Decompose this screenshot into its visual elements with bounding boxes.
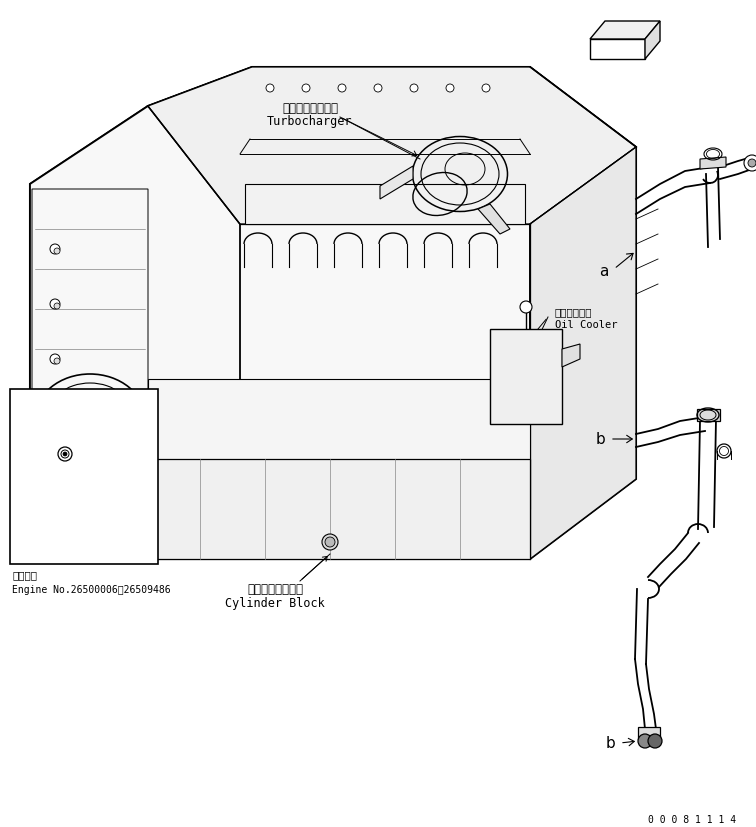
Circle shape bbox=[50, 299, 60, 309]
Polygon shape bbox=[380, 167, 413, 200]
Circle shape bbox=[410, 85, 418, 93]
Circle shape bbox=[638, 734, 652, 748]
Text: Engine No.26500006～26509486: Engine No.26500006～26509486 bbox=[12, 585, 171, 595]
Circle shape bbox=[50, 355, 60, 365]
Circle shape bbox=[446, 85, 454, 93]
Text: a: a bbox=[600, 264, 609, 280]
Text: 0 0 0 8 1 1 1 4: 0 0 0 8 1 1 1 4 bbox=[648, 814, 736, 824]
Polygon shape bbox=[700, 158, 726, 170]
Circle shape bbox=[54, 249, 60, 255]
Text: Oil Cooler: Oil Cooler bbox=[555, 319, 618, 330]
Text: Cylinder Block: Cylinder Block bbox=[225, 597, 325, 609]
Polygon shape bbox=[30, 68, 636, 559]
Polygon shape bbox=[645, 22, 660, 60]
Polygon shape bbox=[562, 345, 580, 367]
Text: シリンダブロック: シリンダブロック bbox=[247, 583, 303, 595]
Circle shape bbox=[744, 155, 756, 172]
Text: b: b bbox=[595, 432, 605, 447]
Polygon shape bbox=[245, 184, 525, 225]
Circle shape bbox=[54, 359, 60, 365]
Polygon shape bbox=[10, 390, 158, 564]
Circle shape bbox=[50, 245, 60, 255]
Circle shape bbox=[374, 85, 382, 93]
Polygon shape bbox=[530, 148, 636, 559]
Text: オイルクーラ: オイルクーラ bbox=[555, 307, 593, 317]
Circle shape bbox=[63, 452, 67, 457]
Circle shape bbox=[648, 734, 662, 748]
Circle shape bbox=[322, 534, 338, 550]
Text: b: b bbox=[606, 735, 615, 751]
Polygon shape bbox=[30, 107, 240, 559]
Polygon shape bbox=[638, 727, 660, 739]
Circle shape bbox=[482, 85, 490, 93]
Polygon shape bbox=[148, 68, 636, 225]
Polygon shape bbox=[490, 330, 562, 424]
Circle shape bbox=[325, 538, 335, 547]
Polygon shape bbox=[590, 22, 660, 40]
Polygon shape bbox=[478, 205, 510, 235]
Polygon shape bbox=[148, 460, 530, 559]
Circle shape bbox=[50, 409, 60, 419]
Text: FWD: FWD bbox=[601, 43, 634, 57]
Circle shape bbox=[266, 85, 274, 93]
Polygon shape bbox=[148, 68, 636, 225]
Polygon shape bbox=[697, 409, 720, 422]
Polygon shape bbox=[590, 40, 645, 60]
Polygon shape bbox=[530, 148, 636, 509]
Circle shape bbox=[54, 414, 60, 419]
Circle shape bbox=[338, 85, 346, 93]
Circle shape bbox=[61, 451, 69, 458]
Circle shape bbox=[54, 304, 60, 309]
Circle shape bbox=[748, 160, 756, 168]
Polygon shape bbox=[148, 380, 530, 509]
Circle shape bbox=[520, 302, 532, 313]
Text: ターボチャージャ: ターボチャージャ bbox=[282, 102, 338, 114]
Circle shape bbox=[302, 85, 310, 93]
Text: Turbocharger: Turbocharger bbox=[268, 115, 353, 128]
Circle shape bbox=[58, 447, 72, 461]
Text: 適用号機: 適用号機 bbox=[12, 569, 37, 579]
